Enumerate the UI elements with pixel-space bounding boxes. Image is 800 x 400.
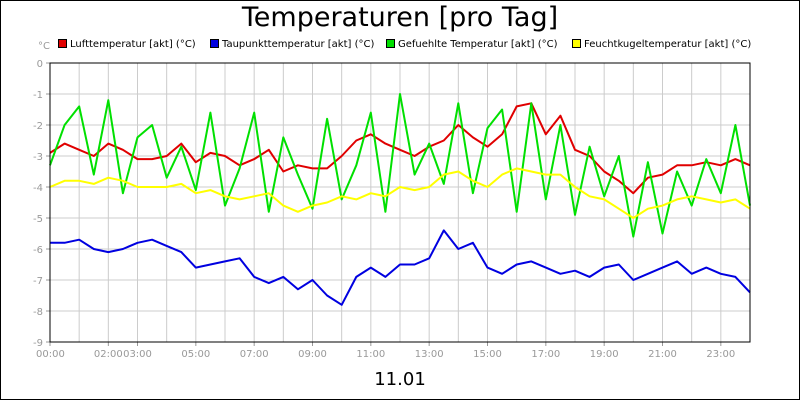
legend-swatch-red (58, 39, 67, 48)
x-axis-date-label: 11.01 (374, 369, 426, 390)
x-tick-label: 15:00 (473, 349, 502, 360)
y-tick-label: -8 (33, 307, 43, 318)
x-tick-label: 11:00 (356, 349, 385, 360)
legend-swatch-blue (210, 39, 219, 48)
x-tick-label: 21:00 (648, 349, 677, 360)
legend-item-lufttemperatur: Lufttemperatur [akt] (°C) (58, 38, 196, 52)
series-lines (49, 93, 751, 306)
series-line-1 (50, 229, 751, 306)
legend-label: Taupunkttemperatur [akt] (°C) (222, 39, 375, 50)
y-tick-label: -5 (33, 214, 43, 225)
x-tick-label: 02:00 (94, 349, 123, 360)
legend-item-taupunkttemperatur: Taupunkttemperatur [akt] (°C) (210, 38, 374, 52)
x-axis-ticks: 00:00 02:00 03:00 05:00 07:00 09:00 11:00 13:00… (36, 342, 735, 360)
x-tick-label: 13:00 (415, 349, 444, 360)
x-tick-label: 05:00 (181, 349, 210, 360)
series-line-2 (49, 93, 751, 238)
y-tick-label: -9 (33, 338, 43, 349)
y-tick-label: -4 (33, 183, 43, 194)
legend-label: Gefuehlte Temperatur [akt] (°C) (398, 39, 558, 50)
legend-label: Feuchtkugeltemperatur [akt] (°C) (584, 39, 752, 50)
legend-swatch-green (386, 39, 395, 48)
legend-label: Lufttemperatur [akt] (°C) (70, 39, 196, 50)
x-tick-label: 03:00 (123, 349, 152, 360)
y-tick-label: -1 (33, 90, 43, 101)
series-line-0 (49, 102, 751, 195)
x-tick-label: 07:00 (240, 349, 269, 360)
y-tick-label: -2 (33, 121, 43, 132)
y-axis-unit-label: °C (38, 41, 50, 52)
legend-swatch-yellow (572, 39, 581, 48)
y-tick-label: -6 (33, 245, 43, 256)
plot-area-border (49, 62, 751, 343)
grid-lines (49, 62, 751, 343)
legend-item-gefuehlte-temperatur: Gefuehlte Temperatur [akt] (°C) (386, 38, 557, 52)
x-tick-label: 23:00 (706, 349, 735, 360)
series-line-3 (49, 167, 751, 219)
x-tick-label: 19:00 (590, 349, 619, 360)
y-axis-ticks: 0 -1 -2 -3 -4 -5 -6 -7 -8 -9 (33, 59, 50, 349)
x-tick-label: 17:00 (531, 349, 560, 360)
y-tick-label: -7 (33, 276, 43, 287)
x-tick-label: 09:00 (298, 349, 327, 360)
legend-item-feuchtkugeltemperatur: Feuchtkugeltemperatur [akt] (°C) (572, 38, 751, 52)
y-tick-label: -3 (33, 152, 43, 163)
chart-title: Temperaturen [pro Tag] (241, 2, 559, 33)
y-tick-label: 0 (37, 59, 43, 70)
x-tick-label: 00:00 (36, 349, 65, 360)
